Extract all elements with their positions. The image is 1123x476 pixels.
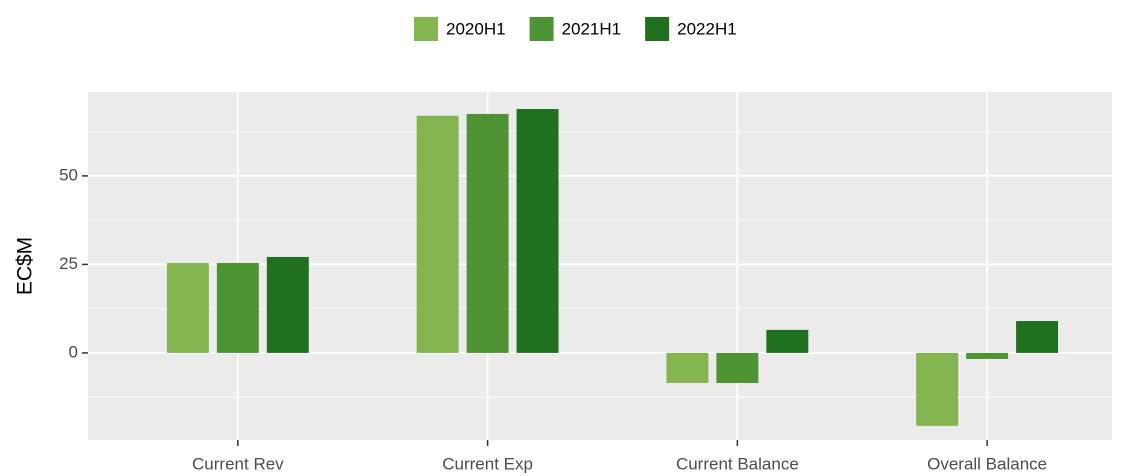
bar bbox=[966, 352, 1009, 359]
y-axis-title: EC$M bbox=[14, 237, 37, 295]
bar bbox=[1016, 321, 1059, 353]
y-tick-label: 50 bbox=[59, 165, 78, 184]
legend-swatch bbox=[414, 17, 438, 41]
legend-swatch bbox=[645, 17, 670, 41]
bar bbox=[266, 256, 309, 353]
x-tick-label: Current Balance bbox=[676, 454, 799, 473]
bar bbox=[716, 352, 759, 384]
legend-swatch bbox=[529, 17, 554, 41]
bar bbox=[466, 113, 509, 353]
bar bbox=[166, 262, 209, 353]
legend-label: 2021H1 bbox=[562, 19, 622, 38]
y-tick-label: 25 bbox=[59, 254, 78, 273]
bar bbox=[666, 352, 709, 384]
x-tick-label: Current Rev bbox=[192, 454, 284, 473]
bar bbox=[416, 115, 459, 353]
bar bbox=[216, 262, 259, 353]
bar bbox=[766, 329, 809, 353]
bar bbox=[516, 108, 559, 353]
x-tick-label: Overall Balance bbox=[927, 454, 1047, 473]
x-tick-label: Current Exp bbox=[442, 454, 533, 473]
legend-label: 2020H1 bbox=[446, 19, 506, 38]
legend-label: 2022H1 bbox=[677, 19, 737, 38]
y-tick-label: 0 bbox=[69, 342, 78, 361]
bar bbox=[916, 352, 959, 426]
